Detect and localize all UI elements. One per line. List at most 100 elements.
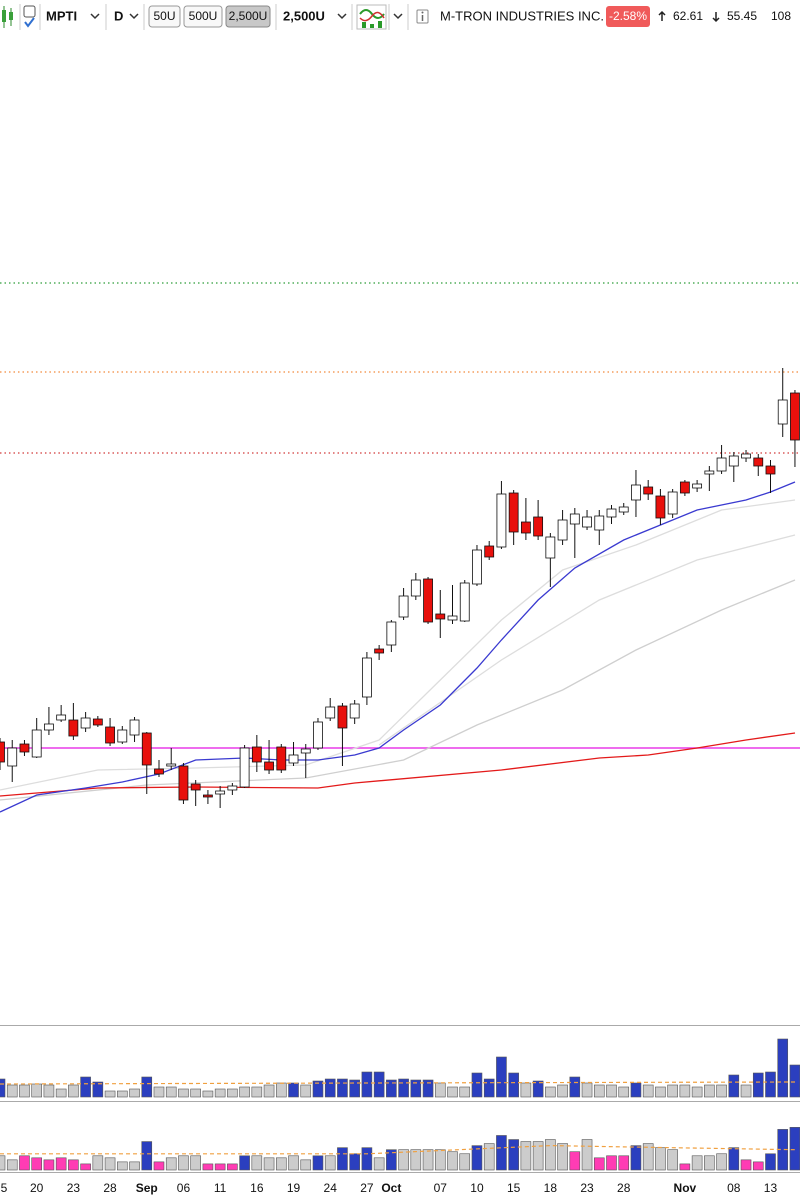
candle-body [618, 506, 629, 513]
candle-body [239, 747, 250, 788]
down-arrow [712, 12, 720, 23]
volume-bar [361, 1147, 373, 1171]
volume-bar [642, 1143, 654, 1171]
info-icon[interactable] [416, 9, 429, 24]
candle-body [325, 706, 336, 719]
dropdown-arrow[interactable] [337, 13, 347, 20]
volume-bar [92, 1155, 104, 1171]
candle-body [533, 516, 544, 537]
candle-body [361, 657, 372, 698]
dropdown-arrow[interactable] [129, 13, 139, 20]
x-tick-label: 08 [727, 1181, 741, 1195]
volume-bar [288, 1155, 299, 1171]
candle-body [459, 582, 470, 622]
volume-bar [300, 1084, 312, 1098]
candle-body [0, 741, 5, 763]
volume-bar [0, 1078, 6, 1098]
candle-body [398, 595, 409, 618]
volume-bar [31, 1083, 42, 1098]
volume-bar [447, 1086, 458, 1098]
button-label[interactable]: 50U [153, 9, 175, 23]
volume-bar [349, 1079, 360, 1098]
candle-body [44, 723, 54, 731]
size[interactable]: 2,500U [283, 8, 325, 23]
button[interactable] [183, 5, 223, 28]
volume-bar [55, 1157, 67, 1171]
volume-bar [789, 1064, 800, 1098]
volume-bar [80, 1163, 91, 1171]
dropdown-arrow[interactable] [90, 13, 100, 20]
volume-bar [324, 1078, 336, 1098]
volume-bar [679, 1163, 691, 1171]
x-tick-label: Nov [674, 1181, 697, 1195]
volume-bar [324, 1155, 336, 1171]
volume-bar [178, 1088, 189, 1098]
volume-bar [0, 1155, 6, 1171]
volume-bar [545, 1086, 556, 1098]
candle-body [484, 545, 495, 558]
candle-body [728, 455, 739, 467]
x-tick-label: 16 [250, 1181, 264, 1195]
candle-body [606, 508, 617, 518]
candle-body [423, 578, 433, 623]
candle-body [692, 483, 703, 489]
volume-bar [447, 1151, 458, 1171]
volume-bar [227, 1088, 238, 1098]
volume-bar [471, 1072, 483, 1098]
volume-bar [117, 1161, 128, 1171]
x-tick-label: 11 [214, 1181, 227, 1195]
candle-body [190, 783, 201, 791]
volume-bar [43, 1159, 55, 1171]
button-label[interactable]: 500U [189, 9, 218, 23]
volume-bar [557, 1084, 568, 1098]
company-name: M-TRON INDUSTRIES INC. [440, 8, 604, 23]
volume-bar [55, 1088, 67, 1098]
change-value: -2.58% [609, 9, 647, 23]
indicator-icon[interactable] [356, 4, 387, 30]
candle-body [178, 765, 189, 801]
candle-body [741, 453, 751, 459]
sync-icon[interactable] [23, 5, 36, 28]
x-tick-label: 23 [580, 1181, 594, 1195]
volume-bar [263, 1084, 275, 1098]
dropdown-arrow[interactable] [393, 13, 403, 20]
button-active[interactable] [225, 5, 271, 28]
volume-bar [312, 1155, 324, 1171]
x-tick-label: 19 [287, 1181, 301, 1195]
volume-bar [275, 1082, 287, 1098]
volume-bar [190, 1088, 201, 1098]
candle-body [203, 794, 213, 798]
volume-bar [618, 1155, 630, 1171]
volume-bar [361, 1071, 373, 1098]
button-label[interactable]: 2,500U [229, 9, 268, 23]
candle-body [777, 399, 788, 425]
volume-bar [557, 1143, 568, 1171]
candle-body [594, 515, 605, 531]
volume-bar [386, 1079, 397, 1098]
candle-body [288, 754, 299, 764]
x-tick-label: Oct [381, 1181, 401, 1195]
volume-bar [630, 1145, 642, 1171]
candle-body [545, 536, 556, 559]
interval[interactable]: D [114, 8, 123, 23]
volume-bar [483, 1078, 495, 1098]
symbol[interactable]: MPTI [46, 8, 77, 23]
candle-body [68, 719, 79, 737]
candle-body [582, 516, 592, 528]
volume-bar [630, 1082, 642, 1098]
volume-bar [165, 1086, 177, 1098]
x-tick-label: 24 [324, 1181, 338, 1195]
volume-bar [704, 1155, 715, 1171]
volume-bar [655, 1147, 666, 1171]
volume-bar [789, 1127, 800, 1171]
volume-bar [520, 1082, 532, 1098]
volume-bar [227, 1163, 238, 1171]
chart-type-icon[interactable] [2, 6, 13, 28]
volume-bar [239, 1086, 250, 1098]
candle-body [679, 481, 690, 494]
volume-bar [691, 1155, 703, 1171]
volume-bar [6, 1084, 18, 1098]
candle-body [435, 613, 446, 620]
volume-bar [422, 1149, 434, 1171]
button[interactable] [148, 5, 181, 28]
